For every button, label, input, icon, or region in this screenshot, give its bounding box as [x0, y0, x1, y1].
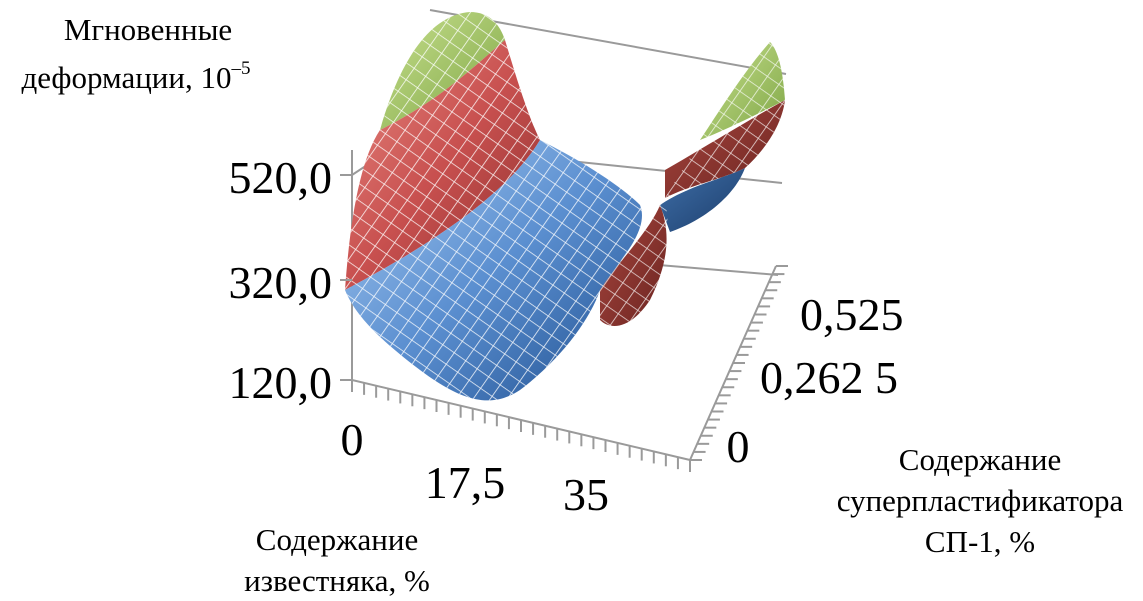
- surface-band-right-dark-blue: [660, 168, 745, 232]
- x-axis-title: Содержание известняка, %: [244, 522, 430, 598]
- z-axis-title-text: деформации, 10: [22, 60, 232, 95]
- surface: [345, 12, 785, 401]
- z-axis-title-line1: Мгновенные: [64, 12, 232, 47]
- x-tick-label: 35: [563, 469, 609, 520]
- x-axis-title-line1: Содержание: [256, 522, 418, 557]
- x-axis-title-line2: известняка, %: [244, 563, 430, 598]
- y-axis-ticks: [690, 265, 788, 461]
- y-tick-label: 0,262 5: [760, 352, 898, 403]
- y-axis-title-line2: суперпластификатора: [837, 483, 1124, 518]
- z-tick-label: 520,0: [229, 152, 333, 203]
- z-axis-title: Мгновенные деформации, 10–5: [22, 12, 251, 95]
- z-axis-tick-labels: 520,0 320,0 120,0: [229, 152, 352, 408]
- x-axis-ticks: [351, 380, 691, 472]
- y-axis-title-line1: Содержание: [899, 442, 1061, 477]
- x-tick-label: 0: [341, 414, 364, 465]
- x-axis-tick-labels: 0 17,5 35: [341, 414, 610, 520]
- y-axis-tick-labels: 0 0,262 5 0,525: [727, 289, 904, 472]
- x-tick-label: 17,5: [425, 457, 506, 508]
- y-axis-title: Содержание суперпластификатора СП-1, %: [837, 442, 1124, 559]
- z-axis-title-exponent: –5: [230, 58, 250, 79]
- y-axis-title-line3: СП-1, %: [925, 524, 1035, 559]
- z-tick-label: 120,0: [229, 357, 333, 408]
- y-tick-label: 0,525: [800, 289, 904, 340]
- z-axis-title-line2: деформации, 10–5: [22, 58, 251, 95]
- y-tick-label: 0: [727, 421, 750, 472]
- z-tick-label: 320,0: [229, 257, 333, 308]
